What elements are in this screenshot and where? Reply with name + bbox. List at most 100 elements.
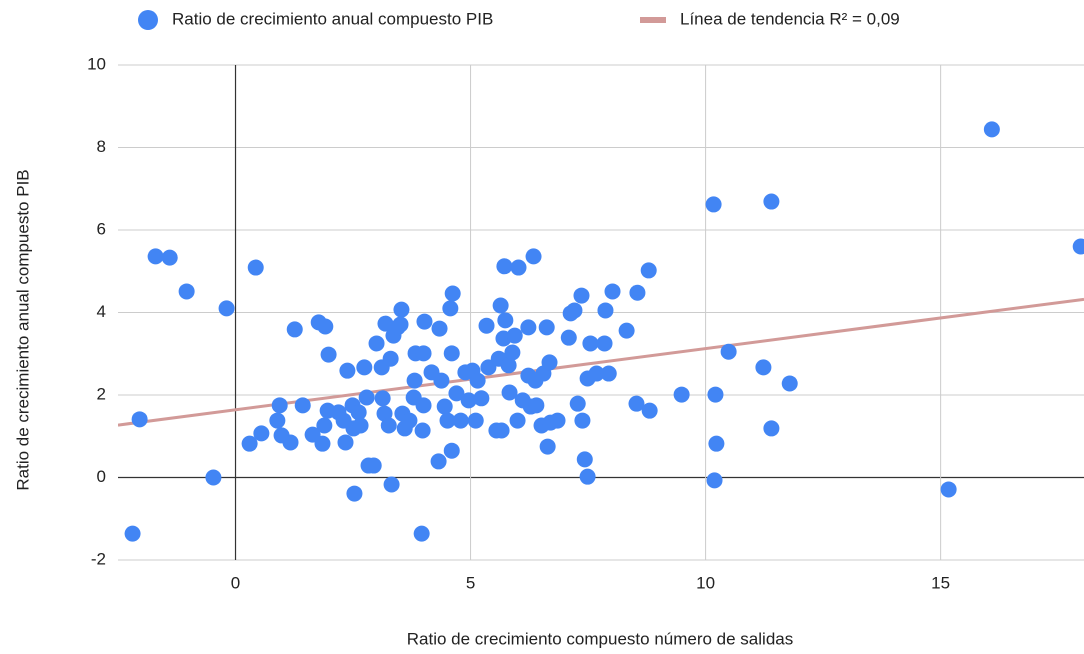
- point: [755, 359, 772, 376]
- point: [460, 392, 477, 409]
- x-axis-label: Ratio de crecimiento compuesto número de…: [407, 629, 793, 648]
- point: [147, 248, 164, 265]
- point: [382, 350, 399, 367]
- point: [436, 398, 453, 415]
- point: [383, 476, 400, 493]
- x-tick-label: 5: [466, 573, 475, 592]
- point: [600, 365, 617, 382]
- point: [339, 362, 356, 379]
- point: [596, 335, 613, 352]
- point: [492, 297, 509, 314]
- point: [500, 357, 517, 374]
- point: [247, 259, 264, 276]
- point: [368, 335, 385, 352]
- point: [392, 316, 409, 333]
- point: [628, 395, 645, 412]
- point: [350, 404, 367, 421]
- point: [320, 346, 337, 363]
- point: [218, 300, 235, 317]
- point: [763, 420, 780, 437]
- point: [469, 372, 486, 389]
- point: [707, 386, 724, 403]
- grid: [118, 64, 1084, 561]
- point: [673, 386, 690, 403]
- point: [444, 285, 461, 302]
- point: [393, 301, 410, 318]
- point: [439, 412, 456, 429]
- point: [705, 196, 722, 213]
- point: [365, 457, 382, 474]
- y-tick-label: 4: [97, 302, 106, 321]
- point: [473, 390, 490, 407]
- legend-marker: [138, 10, 158, 30]
- point: [316, 417, 333, 434]
- point: [560, 329, 577, 346]
- point: [415, 345, 432, 362]
- point: [509, 412, 526, 429]
- y-tick-label: 2: [97, 384, 106, 403]
- point: [629, 284, 646, 301]
- point: [452, 412, 469, 429]
- point: [573, 287, 590, 304]
- point: [433, 372, 450, 389]
- point: [377, 315, 394, 332]
- point: [549, 412, 566, 429]
- point: [574, 412, 591, 429]
- point: [431, 320, 448, 337]
- point: [576, 451, 593, 468]
- point: [597, 302, 614, 319]
- point: [241, 435, 258, 452]
- point: [358, 389, 375, 406]
- y-axis-label: Ratio de crecimiento anual compuesto PIB: [13, 169, 32, 490]
- point: [356, 359, 373, 376]
- point: [604, 283, 621, 300]
- point: [541, 354, 558, 371]
- point: [525, 248, 542, 265]
- point: [506, 327, 523, 344]
- point: [416, 313, 433, 330]
- point: [493, 422, 510, 439]
- point: [501, 384, 518, 401]
- x-tick-label: 15: [931, 573, 950, 592]
- point: [618, 322, 635, 339]
- point: [253, 425, 270, 442]
- point: [401, 412, 418, 429]
- point: [380, 417, 397, 434]
- point: [504, 344, 521, 361]
- x-tick-label: 0: [231, 573, 240, 592]
- point: [1072, 238, 1084, 255]
- point: [539, 438, 556, 455]
- point: [337, 434, 354, 451]
- point: [497, 312, 514, 329]
- point: [294, 397, 311, 414]
- point: [430, 453, 447, 470]
- point: [706, 472, 723, 489]
- point: [708, 435, 725, 452]
- point: [178, 283, 195, 300]
- y-tick-label: -2: [91, 549, 106, 568]
- point: [282, 434, 299, 451]
- y-tick-label: 0: [97, 467, 106, 486]
- point: [205, 469, 222, 486]
- legend-marker: [640, 17, 666, 23]
- point: [124, 525, 141, 542]
- point: [352, 417, 369, 434]
- point: [161, 249, 178, 266]
- point: [566, 302, 583, 319]
- trendline: [118, 297, 1084, 427]
- point: [720, 343, 737, 360]
- point: [286, 321, 303, 338]
- point: [640, 262, 657, 279]
- y-tick-label: 6: [97, 219, 106, 238]
- point: [271, 397, 288, 414]
- point: [528, 397, 545, 414]
- point: [983, 121, 1000, 138]
- x-tick-label: 10: [696, 573, 715, 592]
- point: [781, 375, 798, 392]
- point: [443, 442, 460, 459]
- point: [538, 319, 555, 336]
- point: [763, 193, 780, 210]
- point: [510, 259, 527, 276]
- point: [467, 412, 484, 429]
